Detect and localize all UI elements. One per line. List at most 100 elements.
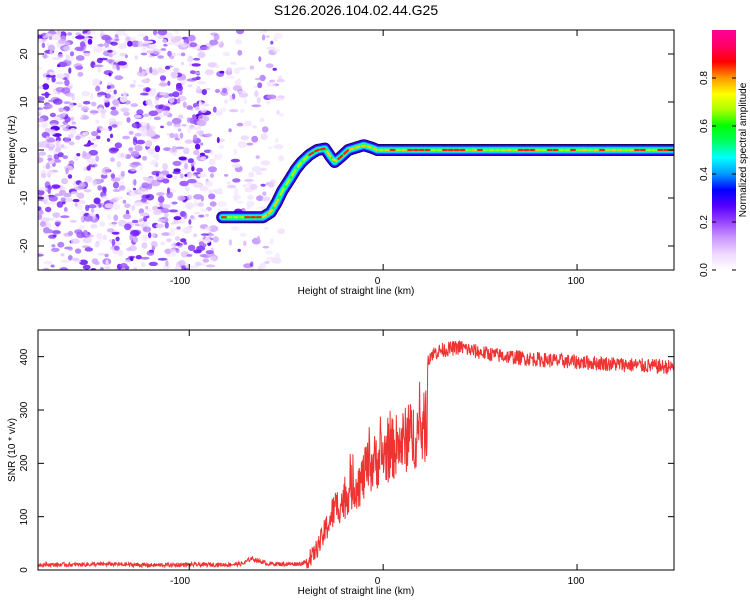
noise-blob — [176, 98, 181, 104]
noise-blob — [122, 90, 127, 98]
colorbar: 0.0 0.2 0.4 0.6 0.8 Normalized spectral … — [699, 30, 749, 277]
noise-blob — [114, 142, 123, 149]
colorbar-label: Normalized spectral amplitude — [738, 82, 749, 217]
noise-blob — [82, 237, 93, 244]
noise-blob — [134, 55, 138, 60]
chart-title: S126.2026.104.02.44.G25 — [274, 2, 438, 18]
noise-blob — [169, 132, 175, 139]
noise-blob — [136, 109, 144, 116]
noise-blob — [144, 207, 152, 212]
ridge-core-segment — [285, 178, 291, 186]
noise-blob — [237, 141, 247, 148]
noise-blob — [78, 225, 85, 230]
noise-blob — [193, 200, 198, 208]
noise-blob — [273, 32, 284, 39]
noise-blob — [98, 203, 102, 208]
noise-blob — [77, 102, 82, 107]
noise-blob — [198, 114, 207, 121]
noise-blob — [96, 232, 103, 240]
noise-blob — [48, 71, 55, 76]
noise-blob — [186, 117, 191, 123]
noise-blob — [239, 232, 247, 237]
noise-blob — [168, 230, 176, 237]
noise-blob — [57, 152, 64, 158]
noise-blob — [162, 163, 168, 170]
noise-blob — [38, 141, 44, 148]
noise-blob — [175, 146, 185, 150]
noise-blob — [130, 167, 137, 172]
noise-blob — [187, 126, 191, 134]
noise-blob — [193, 149, 200, 156]
noise-blob — [187, 173, 197, 179]
noise-blob — [147, 147, 156, 155]
noise-blob — [173, 124, 182, 130]
noise-blob — [190, 215, 195, 219]
noise-blob — [146, 250, 155, 256]
noise-blob — [260, 133, 268, 141]
noise-blob — [277, 228, 286, 235]
noise-blob — [200, 142, 204, 146]
ridge-core-segment — [354, 145, 361, 149]
noise-blob — [119, 185, 126, 191]
noise-blob — [210, 256, 217, 261]
noise-blob — [123, 259, 132, 264]
noise-blob — [277, 212, 282, 217]
noise-blob — [100, 113, 106, 119]
noise-blob — [157, 55, 164, 59]
noise-blob — [170, 221, 177, 225]
noise-blob — [38, 123, 41, 128]
noise-blob — [257, 265, 263, 270]
noise-blob — [179, 132, 184, 139]
noise-blob — [106, 93, 111, 99]
noise-blob — [52, 230, 61, 235]
noise-blob — [228, 128, 232, 133]
noise-blob — [128, 130, 134, 135]
noise-blob — [112, 248, 122, 255]
noise-blob — [180, 173, 184, 179]
noise-blob — [226, 67, 233, 72]
noise-blob — [177, 128, 182, 132]
noise-blob — [108, 72, 112, 77]
noise-blob — [155, 172, 159, 177]
noise-blob — [226, 184, 237, 189]
noise-blob — [276, 109, 280, 115]
noise-blob — [134, 114, 142, 119]
noise-blob — [247, 196, 252, 199]
noise-blob — [194, 143, 201, 150]
noise-blob — [218, 138, 226, 143]
noise-blob — [80, 215, 85, 223]
noise-blob — [140, 52, 148, 56]
noise-blob — [260, 183, 266, 187]
noise-blob — [113, 214, 118, 222]
snr-background — [38, 330, 674, 570]
noise-blob — [42, 83, 50, 90]
snr-ticks — [38, 330, 674, 571]
noise-blob — [160, 125, 164, 129]
noise-blob — [217, 200, 227, 208]
noise-blob — [162, 204, 171, 209]
noise-blob — [105, 88, 113, 93]
noise-blob — [60, 215, 70, 219]
noise-blob — [188, 219, 192, 225]
noise-blob — [75, 55, 85, 61]
noise-blob — [47, 157, 53, 161]
noise-blob — [193, 194, 204, 200]
noise-blob — [239, 108, 245, 114]
noise-blob — [119, 96, 128, 103]
ridge-core-segment — [302, 155, 309, 162]
noise-blob — [233, 188, 239, 195]
noise-blob — [270, 40, 274, 45]
noise-blob — [73, 63, 83, 69]
noise-blob — [159, 75, 167, 81]
noise-blob — [49, 123, 58, 127]
noise-blob — [229, 95, 233, 102]
noise-blob — [145, 99, 153, 106]
noise-blob — [208, 225, 219, 233]
noise-blob — [145, 193, 155, 201]
noise-blob — [86, 142, 95, 146]
noise-blob — [104, 253, 109, 258]
noise-blob — [64, 139, 70, 143]
noise-blob — [201, 262, 206, 266]
noise-blob — [132, 136, 138, 142]
noise-blob — [225, 75, 236, 79]
